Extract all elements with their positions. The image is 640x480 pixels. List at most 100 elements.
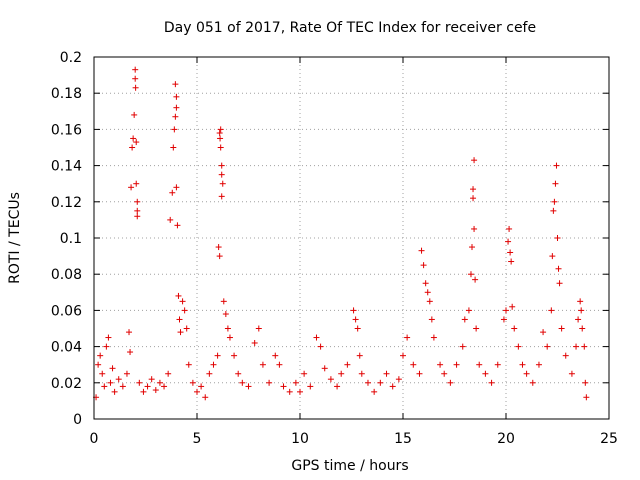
data-point — [437, 361, 444, 368]
data-point — [217, 126, 224, 133]
data-point — [276, 361, 283, 368]
data-point — [581, 343, 588, 350]
data-point — [555, 265, 562, 272]
data-point — [132, 75, 139, 82]
data-point — [183, 325, 190, 332]
data-point — [280, 383, 287, 390]
data-point — [176, 316, 183, 323]
data-point — [307, 383, 314, 390]
data-point — [220, 298, 227, 305]
data-point — [198, 383, 205, 390]
data-point — [327, 376, 334, 383]
data-point — [134, 198, 141, 205]
data-point — [128, 184, 135, 191]
data-point — [97, 352, 104, 359]
data-point — [206, 370, 213, 377]
data-point — [578, 307, 585, 314]
data-point — [226, 334, 233, 341]
data-point — [350, 307, 357, 314]
data-point — [552, 180, 559, 187]
data-point — [469, 244, 476, 251]
data-point — [251, 339, 258, 346]
data-point — [129, 144, 136, 151]
data-point — [470, 186, 477, 193]
y-axis-label: ROTI / TECUs — [7, 192, 23, 284]
data-point — [132, 84, 139, 91]
y-tick-label: 0.06 — [51, 303, 82, 319]
x-axis-label: GPS time / hours — [291, 458, 408, 474]
data-point — [109, 365, 116, 372]
data-point — [134, 207, 141, 214]
data-point — [554, 235, 561, 241]
y-tick-label: 0.02 — [51, 376, 82, 392]
data-point — [508, 258, 515, 265]
data-point — [218, 171, 225, 178]
data-point — [216, 130, 223, 137]
data-point — [126, 329, 133, 336]
data-point — [418, 247, 425, 254]
data-point — [217, 135, 224, 142]
data-point — [231, 352, 238, 359]
data-point — [144, 383, 151, 390]
data-point — [173, 104, 180, 111]
data-point — [549, 253, 556, 260]
data-point — [202, 394, 209, 401]
data-point — [131, 111, 138, 118]
data-point — [140, 388, 147, 395]
data-point — [428, 316, 435, 323]
data-point — [472, 276, 479, 283]
data-point — [185, 361, 192, 368]
data-point — [127, 349, 134, 356]
data-point — [544, 343, 551, 350]
data-point — [354, 325, 361, 332]
data-point — [352, 316, 359, 323]
data-point — [255, 325, 262, 332]
data-point — [217, 144, 224, 151]
data-point — [441, 370, 448, 377]
data-point — [101, 383, 108, 390]
data-point — [395, 376, 402, 383]
y-tick-label: 0.14 — [51, 159, 82, 175]
y-tick-label: 0.04 — [51, 340, 82, 356]
data-point — [358, 370, 365, 377]
x-tick-label: 5 — [193, 431, 202, 447]
data-point — [577, 298, 584, 305]
data-point — [575, 316, 582, 323]
data-point — [389, 383, 396, 390]
data-point — [210, 361, 217, 368]
data-point — [371, 388, 378, 395]
data-point — [471, 225, 478, 232]
data-point — [218, 162, 225, 169]
data-point — [173, 93, 180, 100]
data-point — [259, 361, 266, 368]
y-tick-label: 0.12 — [51, 195, 82, 211]
data-point — [568, 370, 575, 377]
data-points — [93, 66, 590, 401]
data-point — [235, 370, 242, 377]
data-point — [553, 162, 560, 169]
plot-frame — [93, 56, 610, 420]
data-point — [165, 370, 172, 377]
data-point — [494, 361, 501, 368]
data-point — [301, 370, 308, 377]
data-point — [422, 280, 429, 287]
data-point — [548, 307, 555, 314]
data-point — [115, 376, 122, 383]
data-point — [416, 370, 423, 377]
data-point — [317, 343, 324, 350]
data-point — [519, 361, 526, 368]
y-tick-label: 0.18 — [51, 86, 82, 102]
data-point — [377, 379, 384, 386]
y-tick-label: 0.08 — [51, 267, 82, 283]
data-point — [239, 379, 246, 386]
data-point — [266, 379, 273, 386]
data-point — [132, 66, 139, 73]
data-point — [364, 379, 371, 386]
data-point — [321, 365, 328, 372]
data-point — [219, 180, 226, 187]
data-point — [383, 370, 390, 377]
data-point — [215, 244, 222, 251]
data-point — [214, 352, 221, 359]
data-point — [218, 193, 225, 200]
